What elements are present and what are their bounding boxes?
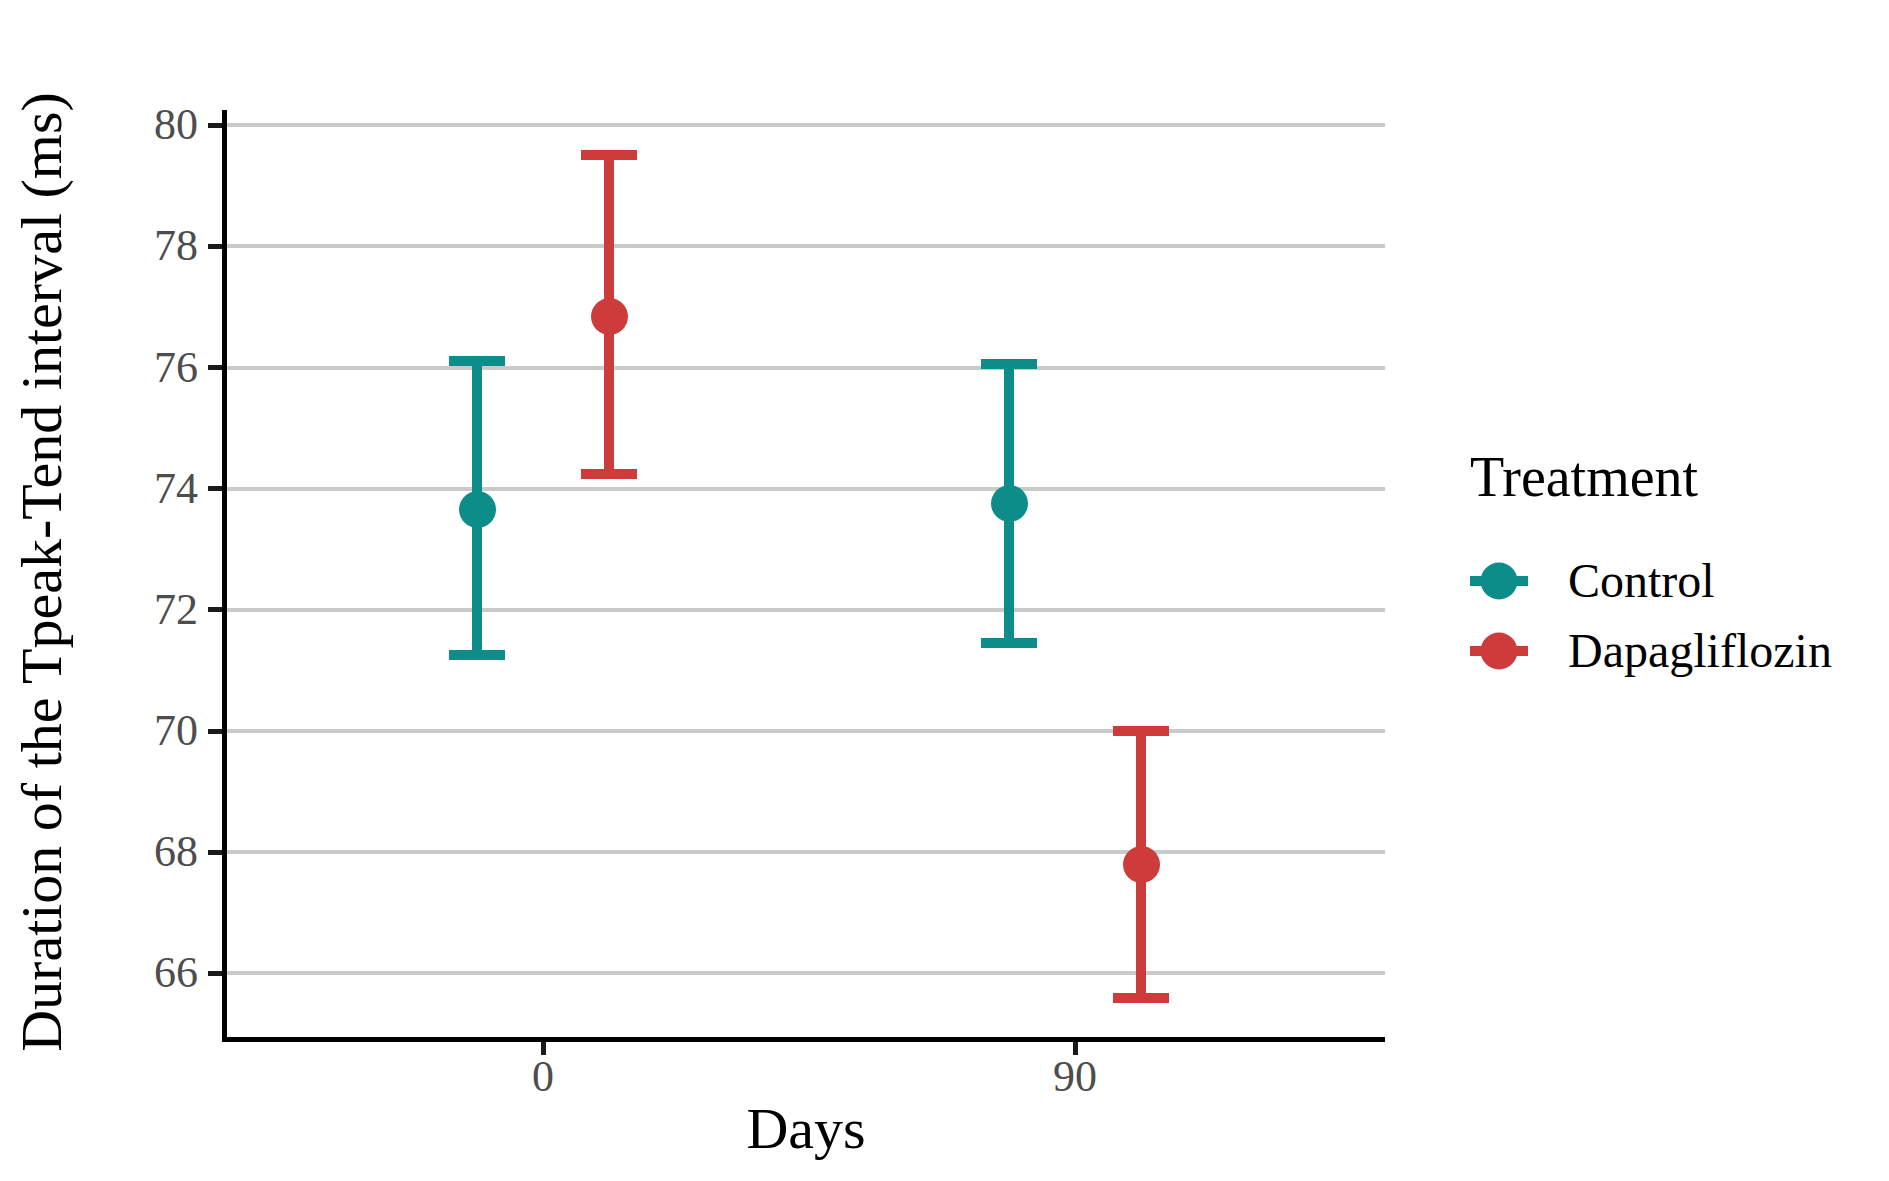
x-tick-label-90: 90 xyxy=(1015,1050,1135,1104)
y-tick-label-76: 76 xyxy=(104,341,198,395)
gridline-y-66 xyxy=(227,971,1385,975)
point-marker-dapagliflozin-day90 xyxy=(1123,846,1160,883)
legend-key-dot-icon xyxy=(1481,633,1518,670)
y-tick-label-74: 74 xyxy=(104,462,198,516)
errorbar-cap-top-control-day0 xyxy=(449,356,505,366)
y-tick-label-72: 72 xyxy=(104,583,198,637)
y-axis-title: Duration of the Tpeak-Tend interval (ms) xyxy=(11,92,73,1052)
gridline-y-72 xyxy=(227,608,1385,612)
legend-title: Treatment xyxy=(1470,446,1832,508)
errorbar-cap-top-dapagliflozin-day90 xyxy=(1113,726,1169,736)
errorbar-cap-bottom-dapagliflozin-day0 xyxy=(581,469,637,479)
y-tick-74 xyxy=(208,486,222,491)
y-tick-70 xyxy=(208,729,222,734)
point-marker-control-day0 xyxy=(459,491,496,528)
legend-item-label: Control xyxy=(1568,552,1715,610)
legend-item-dapagliflozin: Dapagliflozin xyxy=(1470,616,1832,686)
legend-key-control xyxy=(1470,559,1528,603)
legend-key-dot-icon xyxy=(1481,563,1518,600)
point-marker-control-day90 xyxy=(991,485,1028,522)
gridline-y-74 xyxy=(227,487,1385,491)
y-tick-label-80: 80 xyxy=(104,98,198,152)
x-tick-label-0: 0 xyxy=(483,1050,603,1104)
legend: Treatment Control Dapagliflozin xyxy=(1470,446,1832,686)
errorbar-cap-top-control-day90 xyxy=(981,359,1037,369)
gridline-y-68 xyxy=(227,850,1385,854)
y-tick-76 xyxy=(208,365,222,370)
gridline-y-76 xyxy=(227,366,1385,370)
errorbar-cap-top-dapagliflozin-day0 xyxy=(581,150,637,160)
y-tick-72 xyxy=(208,607,222,612)
y-tick-label-66: 66 xyxy=(104,946,198,1000)
y-tick-80 xyxy=(208,123,222,128)
y-tick-label-78: 78 xyxy=(104,219,198,273)
chart-figure: Duration of the Tpeak-Tend interval (ms)… xyxy=(0,0,1889,1181)
errorbar-cap-bottom-control-day90 xyxy=(981,638,1037,648)
plot-panel xyxy=(222,110,1385,1042)
gridline-y-70 xyxy=(227,729,1385,733)
x-axis-title: Days xyxy=(746,1098,865,1160)
y-tick-78 xyxy=(208,244,222,249)
y-tick-68 xyxy=(208,850,222,855)
gridline-y-78 xyxy=(227,244,1385,248)
gridline-y-80 xyxy=(227,123,1385,127)
y-tick-label-70: 70 xyxy=(104,704,198,758)
y-tick-label-68: 68 xyxy=(104,825,198,879)
legend-items: Control Dapagliflozin xyxy=(1470,546,1832,686)
legend-item-label: Dapagliflozin xyxy=(1568,622,1832,680)
errorbar-cap-bottom-dapagliflozin-day90 xyxy=(1113,993,1169,1003)
y-tick-66 xyxy=(208,971,222,976)
legend-key-dapagliflozin xyxy=(1470,629,1528,673)
point-marker-dapagliflozin-day0 xyxy=(591,298,628,335)
legend-item-control: Control xyxy=(1470,546,1832,616)
errorbar-cap-bottom-control-day0 xyxy=(449,650,505,660)
